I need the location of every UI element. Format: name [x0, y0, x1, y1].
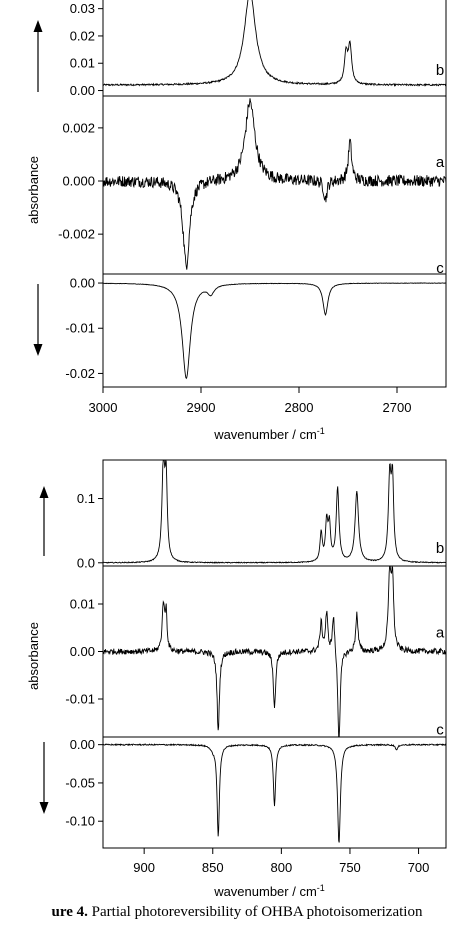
y-axis-label: absorbance: [26, 156, 41, 224]
y-tick-label: 0.00: [70, 83, 95, 98]
spectrum-line-b: [102, 459, 447, 564]
panel-frame-b: [102, 459, 447, 567]
spectrum-line-c: [102, 282, 447, 380]
panel-frame-c: [102, 736, 447, 849]
x-tick-label: 850: [202, 860, 224, 875]
figure-caption: ure 4. Partial photoreversibility of OHB…: [0, 904, 474, 926]
trace-label-c: c: [436, 260, 444, 277]
arrow-head-c: [39, 802, 49, 814]
arrow-head-b: [33, 20, 43, 32]
x-axis-label: wavenumber / cm-1: [213, 426, 325, 442]
y-axis-label: absorbance: [26, 622, 41, 690]
x-tick-label: 700: [408, 860, 430, 875]
caption-label: ure 4.: [51, 904, 88, 920]
x-tick-label: 750: [339, 860, 361, 875]
trace-label-b: b: [436, 540, 444, 557]
x-tick-label: 900: [133, 860, 155, 875]
y-tick-label: -0.01: [65, 321, 95, 336]
y-tick-label: 0.03: [70, 1, 95, 16]
x-axis-label-exponent: -1: [317, 426, 325, 436]
spectrum-line-a: [102, 98, 447, 270]
caption-text: Partial photoreversibility of OHBA photo…: [87, 904, 423, 920]
x-tick-label: 3000: [89, 400, 118, 415]
y-tick-label: 0.01: [70, 597, 95, 612]
y-tick-label: 0.00: [70, 644, 95, 659]
panel-frame-c: [102, 273, 447, 388]
spectrum-line-b: [102, 0, 447, 88]
x-axis-label-exponent: -1: [317, 883, 325, 893]
arrow-head-c: [33, 344, 43, 356]
spectrum-line-a: [102, 565, 447, 738]
y-tick-label: 0.000: [62, 174, 95, 189]
y-tick-label: -0.002: [58, 227, 95, 242]
y-tick-label: 0.1: [77, 491, 95, 506]
trace-label-b: b: [436, 62, 444, 79]
arrow-head-b: [39, 486, 49, 498]
x-tick-label: 2800: [285, 400, 314, 415]
x-tick-label: 2700: [383, 400, 412, 415]
x-tick-label: 2900: [187, 400, 216, 415]
y-tick-label: 0.0: [77, 555, 95, 570]
x-tick-label: 800: [271, 860, 293, 875]
y-tick-label: -0.02: [65, 366, 95, 381]
panel-frame-b: [102, 0, 447, 97]
trace-label-a: a: [436, 154, 445, 171]
y-tick-label: 0.002: [62, 120, 95, 135]
y-tick-label: 0.00: [70, 276, 95, 291]
spectrum-line-c: [102, 743, 447, 843]
y-tick-label: -0.10: [65, 814, 95, 829]
trace-label-c: c: [436, 722, 444, 739]
y-tick-label: -0.01: [65, 692, 95, 707]
y-tick-label: -0.05: [65, 775, 95, 790]
y-tick-label: 0.02: [70, 28, 95, 43]
y-tick-label: 0.01: [70, 56, 95, 71]
y-tick-label: 0.00: [70, 737, 95, 752]
x-axis-label: wavenumber / cm-1: [213, 883, 325, 899]
trace-label-a: a: [436, 625, 445, 642]
